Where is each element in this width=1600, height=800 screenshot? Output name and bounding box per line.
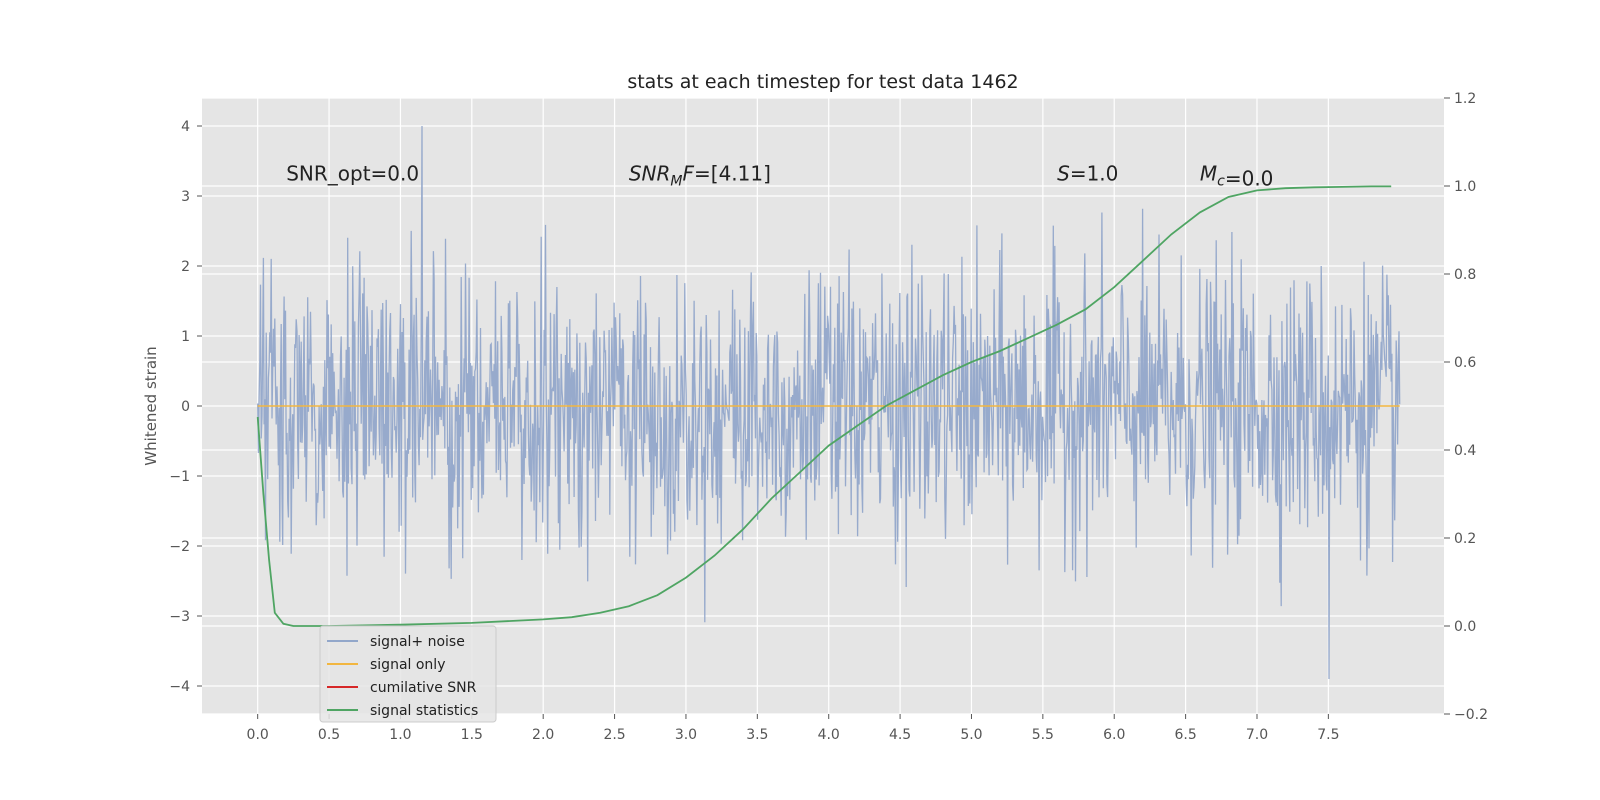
- annotation: SNR_opt=0.0: [286, 162, 419, 186]
- lines: [256, 185, 1400, 627]
- y-axis-label: Whitened strain: [142, 346, 160, 465]
- y-tick-label: −4: [169, 679, 190, 695]
- y-tick-label: 0: [181, 399, 190, 415]
- signal-statistics-line: [256, 185, 1392, 627]
- x-tick-label: 4.0: [818, 727, 840, 743]
- x-tick-label: 5.0: [960, 727, 982, 743]
- x-tick-label: 6.5: [1174, 727, 1196, 743]
- y-tick-label: 2: [181, 259, 190, 275]
- y-tick-label: 1: [181, 329, 190, 345]
- x-tick-label: 0.5: [318, 727, 340, 743]
- signal-plus-noise-line: [257, 125, 1401, 680]
- y2-axis-ticks: −0.2 0.0 0.2 0.4 0.6 0.8 1.0 1.2: [1444, 91, 1488, 723]
- y-tick-label: 3: [181, 189, 190, 205]
- legend-label: signal statistics: [370, 703, 478, 719]
- legend-label: signal+ noise: [370, 634, 465, 650]
- y2-tick-label: 1.0: [1454, 179, 1476, 195]
- y2-tick-label: 1.2: [1454, 91, 1476, 107]
- y2-tick-label: 0.4: [1454, 443, 1476, 459]
- x-axis-ticks: 0.0 0.5 1.0 1.5 2.0 2.5 3.0 3.5 4.0 4.5 5.0 5.5 6.0 6…: [247, 714, 1339, 743]
- legend-box: [319, 625, 497, 723]
- y-tick-label: −3: [169, 609, 190, 625]
- annotation: S=1.0: [1057, 162, 1118, 186]
- x-tick-label: 2.5: [603, 727, 625, 743]
- y-tick-label: −1: [169, 469, 190, 485]
- chart-title: stats at each timestep for test data 146…: [627, 71, 1018, 93]
- x-tick-label: 3.0: [675, 727, 697, 743]
- y2-tick-label: 0.8: [1454, 267, 1476, 283]
- x-tick-label: 3.5: [746, 727, 768, 743]
- signal-plus-noise-series: [257, 125, 1401, 680]
- annotation: SNRMF=[4.11]: [629, 162, 771, 190]
- y-axis-ticks: −4 −3 −2 −1 0 1 2 3 4: [169, 119, 202, 695]
- y2-tick-label: 0.2: [1454, 531, 1476, 547]
- annotations: SNR_opt=0.0 SNRMF=[4.11] S=1.0 Mc=0.0: [286, 162, 1273, 191]
- annotation: Mc=0.0: [1200, 162, 1274, 191]
- y2-tick-label: 0.0: [1454, 619, 1476, 635]
- y2-tick-label: 0.6: [1454, 355, 1476, 371]
- x-tick-label: 5.5: [1032, 727, 1054, 743]
- x-tick-label: 7.0: [1246, 727, 1268, 743]
- x-tick-label: 1.0: [389, 727, 411, 743]
- x-tick-label: 2.0: [532, 727, 554, 743]
- x-tick-label: 7.5: [1317, 727, 1339, 743]
- legend-label: signal only: [370, 657, 445, 673]
- y2-tick-label: −0.2: [1454, 707, 1488, 723]
- x-tick-label: 1.5: [461, 727, 483, 743]
- x-tick-label: 4.5: [889, 727, 911, 743]
- x-tick-label: 0.0: [247, 727, 269, 743]
- y-tick-label: 4: [181, 119, 190, 135]
- legend: signal+ noise signal only cumilative SNR si…: [319, 625, 497, 723]
- y-tick-label: −2: [169, 539, 190, 555]
- legend-label: cumilative SNR: [370, 680, 477, 696]
- x-tick-label: 6.0: [1103, 727, 1125, 743]
